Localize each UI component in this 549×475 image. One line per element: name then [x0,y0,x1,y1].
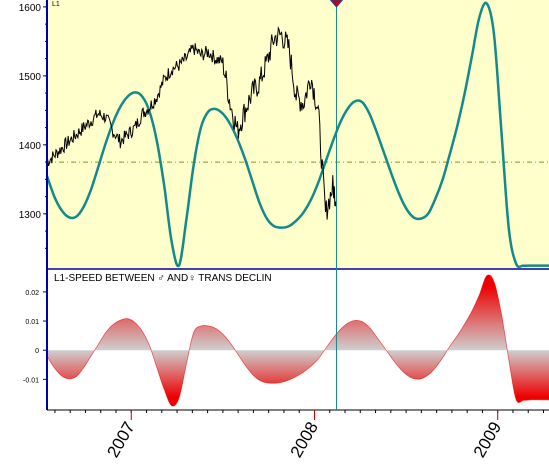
upper-y-tick-label: 1300 [19,210,42,221]
cursor-marker-icon[interactable] [329,0,344,8]
lower-y-tick-label: 0 [35,348,39,355]
x-tick-label: 2007 [103,419,138,461]
upper-y-tick-label: 1500 [19,72,42,83]
upper-y-tick-label: 1400 [19,141,42,152]
x-tick-label: 2009 [470,419,505,461]
lower-y-axis: -0.01 0 0.01 0.02 [23,290,47,384]
upper-y-tick-label: 1600 [19,3,42,14]
lower-panel-title: L1-SPEED BETWEEN ♂ AND♀ TRANS DECLIN [54,273,272,284]
upper-panel-title: L1 [52,1,60,8]
lower-y-tick-label: 0.02 [25,290,39,297]
speed-area-fill [47,274,549,407]
x-axis: 2007 2008 2009 [47,409,549,461]
lower-panel: L1-SPEED BETWEEN ♂ AND♀ TRANS DECLIN -0.… [23,270,549,410]
upper-panel: L1 1300 1400 1500 1600 [19,0,549,270]
lower-y-tick-label: 0.01 [25,319,39,326]
price-series-line [47,25,337,220]
speed-curve-line [47,274,549,407]
upper-y-axis: 1300 1400 1500 1600 [19,3,47,249]
x-tick-label: 2008 [287,419,322,461]
cycle-wave-line [47,1,549,269]
lower-y-tick-label: -0.01 [23,377,39,384]
